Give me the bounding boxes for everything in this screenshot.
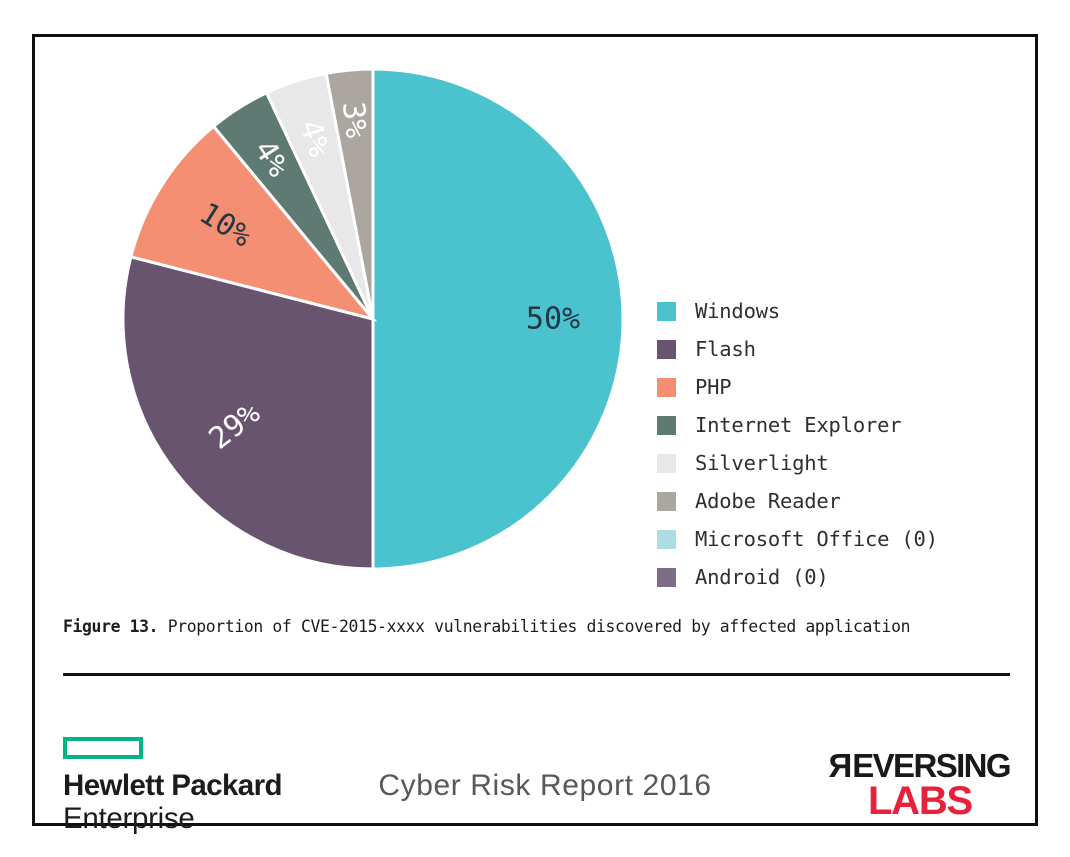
- reversinglabs-logo-top: REVERSING: [825, 747, 1015, 784]
- page-footer: Hewlett Packard Enterprise Cyber Risk Re…: [35, 687, 1035, 835]
- chart-legend: Windows Flash PHP Internet Explorer Silverli…: [657, 292, 1017, 596]
- pie-chart-svg: 50%29%10%4%4%3%: [123, 67, 623, 571]
- legend-item[interactable]: PHP: [657, 368, 1017, 406]
- legend-item-label: Android (0): [695, 565, 829, 589]
- chart-area: 50% 29% 10% 4% 4% 3% Windows Flash PHP Internet …: [35, 37, 1035, 597]
- pie-slice: [324, 67, 375, 320]
- legend-color-swatch: [657, 415, 676, 435]
- reversinglabs-logo-top-rest: EVERSING: [852, 747, 1011, 784]
- legend-color-swatch: [657, 339, 676, 359]
- pie-slice-value-label: 3%: [335, 100, 373, 139]
- legend-item[interactable]: Internet Explorer: [657, 406, 1017, 444]
- pie-slices: [123, 67, 623, 571]
- legend-item-label: Flash: [695, 337, 756, 361]
- reversed-r-icon: R: [830, 747, 853, 784]
- legend-item[interactable]: Android (0): [657, 558, 1017, 596]
- legend-item[interactable]: Windows: [657, 292, 1017, 330]
- pie-slice: [371, 67, 623, 571]
- reversinglabs-logo-bottom: LABS: [867, 779, 973, 824]
- legend-item-label: PHP: [695, 375, 732, 399]
- legend-color-swatch: [657, 491, 676, 511]
- pie-slice: [129, 124, 378, 322]
- hpe-logo-line1: Hewlett Packard: [63, 769, 283, 802]
- legend-item-label: Microsoft Office (0): [695, 527, 938, 551]
- legend-item[interactable]: Microsoft Office (0): [657, 520, 1017, 558]
- pie-slice-value-label: 50%: [526, 302, 580, 337]
- legend-color-swatch: [657, 567, 676, 587]
- pie-slice: [123, 255, 375, 571]
- legend-item-label: Windows: [695, 299, 780, 323]
- report-frame: 50% 29% 10% 4% 4% 3% Windows Flash PHP Internet …: [32, 34, 1038, 835]
- hpe-logo: Hewlett Packard Enterprise: [63, 737, 363, 835]
- legend-item-label: Silverlight: [695, 451, 829, 475]
- legend-color-swatch: [657, 453, 676, 473]
- reversinglabs-logo: REVERSING LABS: [825, 747, 1015, 824]
- figure-number: Figure 13.: [63, 617, 159, 636]
- legend-item-label: Internet Explorer: [695, 413, 902, 437]
- footer-divider: [63, 673, 1010, 676]
- hpe-logo-mark-icon: [63, 737, 143, 759]
- report-title: Cyber Risk Report 2016: [378, 769, 712, 802]
- figure-caption-text: Proportion of CVE-2015-xxxx vulnerabilit…: [158, 617, 911, 636]
- legend-color-swatch: [657, 529, 676, 549]
- legend-color-swatch: [657, 301, 676, 321]
- legend-item[interactable]: Flash: [657, 330, 1017, 368]
- legend-color-swatch: [657, 377, 676, 397]
- legend-item[interactable]: Silverlight: [657, 444, 1017, 482]
- legend-item[interactable]: Adobe Reader: [657, 482, 1017, 520]
- legend-item-label: Adobe Reader: [695, 489, 841, 513]
- pie-chart: 50% 29% 10% 4% 4% 3%: [123, 57, 623, 577]
- figure-caption: Figure 13. Proportion of CVE-2015-xxxx v…: [63, 617, 1013, 636]
- hpe-logo-line2: Enterprise: [63, 801, 195, 835]
